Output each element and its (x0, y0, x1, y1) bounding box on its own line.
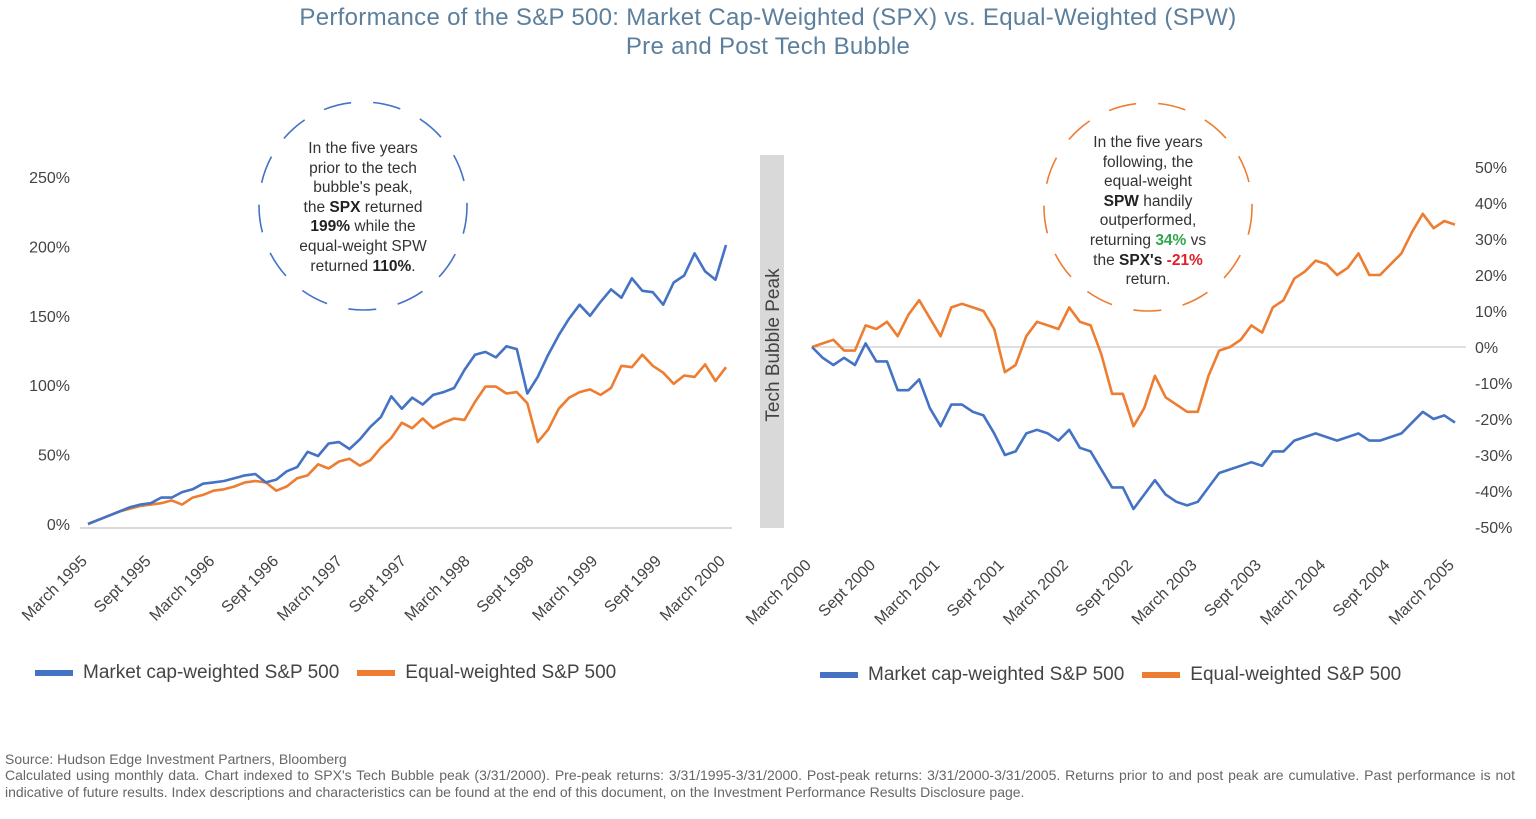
spw-series-line (87, 353, 728, 526)
spx-series-line (87, 244, 728, 526)
note-text: the (303, 198, 330, 216)
legend-item-spx: Market cap-weighted S&P 500 (820, 664, 1124, 686)
right-annotation: In the five years following, the equal-w… (1048, 133, 1248, 290)
y-tick-label: 0% (47, 517, 70, 534)
y-tick-label: 250% (29, 170, 70, 187)
note-line: outperformed, (1099, 212, 1197, 230)
note-line: return. (1125, 271, 1171, 289)
x-tick-label: March 2000 (657, 553, 729, 625)
note-text: . (411, 257, 416, 275)
spx-return-value: -21% (1166, 251, 1203, 269)
y-tick-label: 50% (38, 448, 70, 465)
x-tick-label: Sept 1997 (346, 553, 410, 617)
divider-label: Tech Bubble Peak (763, 268, 784, 422)
y-tick-label: -10% (1475, 376, 1512, 393)
legend-swatch-orange (357, 670, 396, 676)
spx-series-line (811, 342, 1456, 511)
note-line: equal-weight (1104, 173, 1192, 191)
note-text: returned (360, 198, 423, 216)
note-line: 199% while the (263, 217, 463, 237)
note-text: returning (1089, 231, 1156, 249)
legend-label: Equal-weighted S&P 500 (405, 662, 617, 683)
note-line: following, the (1102, 153, 1194, 171)
y-tick-label: 100% (29, 378, 70, 395)
note-line: the SPX's -21% (1048, 251, 1248, 271)
legend-swatch-blue (820, 672, 858, 678)
note-line: returned 110%. (263, 257, 463, 277)
note-text: vs (1186, 231, 1207, 249)
x-tick-label: March 2001 (872, 557, 944, 629)
spw-return-value: 110% (372, 257, 412, 275)
chart-title: Performance of the S&P 500: Market Cap-W… (299, 4, 1237, 31)
chart-subtitle: Pre and Post Tech Bubble (625, 33, 911, 60)
x-tick-label: Sept 2003 (1201, 557, 1265, 621)
y-tick-label: 50% (1475, 160, 1507, 177)
x-tick-label: March 2002 (1000, 557, 1072, 629)
x-tick-label: March 1999 (529, 553, 601, 625)
note-line: bubble's peak, (313, 179, 413, 197)
note-text: while the (350, 218, 416, 236)
note-line: the SPX returned (263, 198, 463, 218)
footnote-source: Source: Hudson Edge Investment Partners,… (5, 751, 347, 767)
spw-return-value: 34% (1155, 231, 1187, 249)
right-annotation-circle (1043, 102, 1253, 312)
x-tick-label: March 1996 (147, 553, 219, 625)
legend-item-spw: Equal-weighted S&P 500 (357, 662, 616, 684)
note-text: returned (310, 257, 373, 275)
spx-return-value: 199% (310, 218, 351, 236)
y-tick-label: 0% (1475, 340, 1498, 357)
left-annotation-circle (258, 101, 468, 311)
note-line: equal-weight SPW (299, 237, 427, 255)
x-tick-label: March 2000 (743, 557, 815, 629)
note-line: In the five years (308, 140, 418, 157)
tech-bubble-divider (760, 155, 784, 528)
note-line: prior to the tech (309, 159, 417, 177)
note-line: In the five years (1093, 134, 1203, 151)
note-bold: SPW (1103, 192, 1139, 210)
y-tick-label: -40% (1475, 484, 1512, 501)
x-tick-label: March 2003 (1129, 557, 1201, 629)
x-tick-label: March 1995 (19, 553, 91, 625)
note-line: returning 34% vs (1048, 231, 1248, 251)
x-tick-label: Sept 2001 (944, 557, 1008, 621)
note-bold: SPX's (1119, 251, 1163, 269)
spw-series-line (811, 212, 1456, 428)
legend-label: Market cap-weighted S&P 500 (868, 664, 1125, 685)
legend-item-spw: Equal-weighted S&P 500 (1142, 664, 1401, 686)
x-tick-label: March 2004 (1257, 557, 1329, 629)
x-tick-label: March 1998 (402, 553, 474, 625)
x-tick-label: Sept 1996 (219, 553, 283, 617)
legend-label: Equal-weighted S&P 500 (1190, 664, 1402, 685)
right-legend: Market cap-weighted S&P 500 Equal-weight… (820, 664, 1419, 686)
x-tick-label: Sept 1995 (91, 553, 155, 617)
x-tick-label: Sept 1999 (601, 553, 665, 617)
y-tick-label: 200% (29, 239, 70, 256)
y-tick-label: 10% (1475, 304, 1507, 321)
footnote-text: Calculated using monthly data. Chart ind… (5, 767, 1515, 800)
left-legend: Market cap-weighted S&P 500 Equal-weight… (35, 662, 634, 684)
note-text: the (1093, 251, 1120, 269)
note-bold: SPX (329, 198, 361, 216)
legend-label: Market cap-weighted S&P 500 (83, 662, 340, 683)
x-tick-label: Sept 2000 (816, 557, 880, 621)
x-tick-label: March 2005 (1386, 557, 1458, 629)
x-tick-label: Sept 2004 (1330, 557, 1394, 621)
y-tick-label: 30% (1475, 232, 1507, 249)
note-text: handily (1138, 192, 1193, 210)
y-tick-label: -50% (1475, 520, 1512, 537)
x-tick-label: Sept 2002 (1073, 557, 1137, 621)
y-tick-label: 20% (1475, 268, 1507, 285)
legend-swatch-orange (1142, 672, 1181, 678)
legend-item-spx: Market cap-weighted S&P 500 (35, 662, 339, 684)
x-tick-label: March 1997 (274, 553, 346, 625)
y-tick-label: -20% (1475, 412, 1512, 429)
note-line: SPW handily (1048, 192, 1248, 212)
legend-swatch-blue (35, 670, 73, 676)
x-tick-label: Sept 1998 (474, 553, 538, 617)
y-tick-label: -30% (1475, 448, 1512, 465)
left-annotation: In the five years prior to the tech bubb… (263, 139, 463, 276)
y-tick-label: 40% (1475, 196, 1507, 213)
y-tick-label: 150% (29, 309, 70, 326)
